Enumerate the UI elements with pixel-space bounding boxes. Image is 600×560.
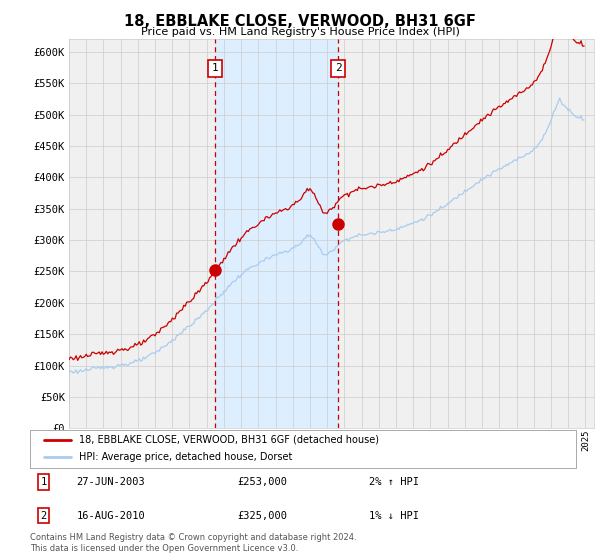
Text: 18, EBBLAKE CLOSE, VERWOOD, BH31 6GF (detached house): 18, EBBLAKE CLOSE, VERWOOD, BH31 6GF (de… [79,435,379,445]
Text: 2: 2 [41,511,47,521]
Text: Price paid vs. HM Land Registry's House Price Index (HPI): Price paid vs. HM Land Registry's House … [140,27,460,37]
Text: Contains HM Land Registry data © Crown copyright and database right 2024.
This d: Contains HM Land Registry data © Crown c… [30,533,356,553]
Text: 2% ↑ HPI: 2% ↑ HPI [368,477,419,487]
Text: £253,000: £253,000 [238,477,287,487]
Text: 2: 2 [335,63,341,73]
Text: 27-JUN-2003: 27-JUN-2003 [76,477,145,487]
Text: 16-AUG-2010: 16-AUG-2010 [76,511,145,521]
Text: 18, EBBLAKE CLOSE, VERWOOD, BH31 6GF: 18, EBBLAKE CLOSE, VERWOOD, BH31 6GF [124,14,476,29]
Text: HPI: Average price, detached house, Dorset: HPI: Average price, detached house, Dors… [79,452,293,463]
Bar [215,39,338,428]
Text: £325,000: £325,000 [238,511,287,521]
Text: 1: 1 [212,63,218,73]
Text: 1% ↓ HPI: 1% ↓ HPI [368,511,419,521]
Text: 1: 1 [41,477,47,487]
